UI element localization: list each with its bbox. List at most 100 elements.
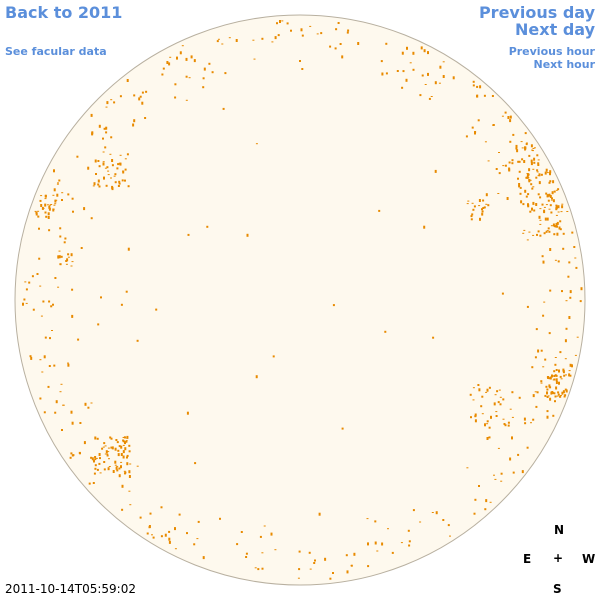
facula-speck xyxy=(427,72,429,76)
facula-speck xyxy=(25,302,28,304)
facula-speck xyxy=(544,394,547,397)
facula-speck xyxy=(128,450,131,453)
facula-speck xyxy=(57,286,60,288)
facula-speck xyxy=(526,239,529,241)
facula-speck xyxy=(542,314,545,317)
facula-speck xyxy=(550,199,553,201)
facula-speck xyxy=(476,94,479,98)
facula-speck xyxy=(67,362,69,364)
facula-speck xyxy=(519,186,522,189)
facula-speck xyxy=(579,300,582,303)
facula-speck xyxy=(67,256,70,258)
facula-speck xyxy=(118,162,121,165)
facula-speck xyxy=(84,402,87,406)
facula-speck xyxy=(76,155,79,158)
facula-speck xyxy=(540,349,543,352)
facula-speck xyxy=(128,470,131,474)
facula-speck xyxy=(54,411,57,414)
facula-speck xyxy=(554,395,557,398)
facula-speck xyxy=(107,170,110,172)
facula-speck xyxy=(466,467,469,469)
facula-speck xyxy=(181,45,184,47)
see-facular-data-link[interactable]: See facular data xyxy=(5,45,107,58)
facula-speck xyxy=(474,419,477,423)
facula-speck xyxy=(111,446,114,450)
facula-speck xyxy=(366,518,369,520)
facula-speck xyxy=(332,304,335,307)
facula-speck xyxy=(353,552,356,556)
next-hour-link[interactable]: Next hour xyxy=(533,58,596,71)
facula-speck xyxy=(168,537,171,541)
facula-speck xyxy=(409,62,412,64)
facula-speck xyxy=(117,185,120,187)
facula-speck xyxy=(277,34,280,37)
back-to-year-link[interactable]: Back to 2011 xyxy=(5,3,123,22)
facula-speck xyxy=(472,208,475,211)
facula-speck xyxy=(507,421,510,424)
facula-speck xyxy=(434,81,437,85)
facula-speck xyxy=(438,82,441,84)
facula-speck xyxy=(472,399,475,401)
facula-speck xyxy=(568,316,571,319)
facula-speck xyxy=(129,504,132,506)
facula-speck xyxy=(567,275,570,278)
facula-speck xyxy=(121,484,124,488)
facula-speck xyxy=(125,290,128,293)
facula-speck xyxy=(537,175,540,177)
facula-speck xyxy=(59,263,62,266)
facula-speck xyxy=(550,211,553,214)
facula-speck xyxy=(506,197,509,200)
facula-speck xyxy=(529,210,532,213)
facula-speck xyxy=(126,454,129,457)
facula-speck xyxy=(119,95,122,98)
facula-speck xyxy=(407,529,410,532)
facula-speck xyxy=(164,533,167,537)
facula-speck xyxy=(297,577,300,579)
facula-speck xyxy=(574,354,577,356)
facula-speck xyxy=(522,232,525,234)
facula-speck xyxy=(478,485,480,487)
facula-speck xyxy=(532,418,535,421)
facula-speck xyxy=(565,327,568,330)
facula-speck xyxy=(83,207,86,211)
facula-speck xyxy=(517,453,520,456)
facula-speck xyxy=(538,181,541,185)
facula-speck xyxy=(573,246,576,248)
facula-speck xyxy=(126,153,129,156)
previous-hour-link[interactable]: Previous hour xyxy=(508,45,595,58)
compass-south-label: S xyxy=(553,582,562,596)
facula-speck xyxy=(549,180,552,183)
facula-speck xyxy=(527,203,529,207)
facula-speck xyxy=(533,161,536,164)
facula-speck xyxy=(484,141,487,143)
facula-speck xyxy=(564,339,567,343)
facula-speck xyxy=(525,142,528,144)
facula-speck xyxy=(108,466,111,467)
facula-speck xyxy=(97,160,100,162)
facula-speck xyxy=(110,177,112,179)
next-day-link[interactable]: Next day xyxy=(515,20,595,39)
facula-speck xyxy=(112,470,115,473)
facula-speck xyxy=(497,447,500,449)
facula-speck xyxy=(452,76,455,80)
facula-speck xyxy=(562,368,565,372)
facula-speck xyxy=(548,181,551,184)
facula-speck xyxy=(79,452,81,455)
facula-speck xyxy=(176,56,178,60)
facula-speck xyxy=(561,203,564,205)
facula-speck xyxy=(35,211,38,214)
facula-speck xyxy=(148,526,151,529)
facula-speck xyxy=(347,29,350,32)
facula-speck xyxy=(202,556,205,560)
facula-speck xyxy=(116,167,119,170)
facula-speck xyxy=(526,173,529,177)
facula-speck xyxy=(569,296,572,299)
facula-speck xyxy=(509,408,512,410)
facula-speck xyxy=(486,437,489,440)
facula-speck xyxy=(537,349,540,353)
facula-speck xyxy=(487,204,490,207)
previous-day-link[interactable]: Previous day xyxy=(478,3,595,22)
facula-speck xyxy=(123,436,126,439)
facula-speck xyxy=(520,141,523,143)
